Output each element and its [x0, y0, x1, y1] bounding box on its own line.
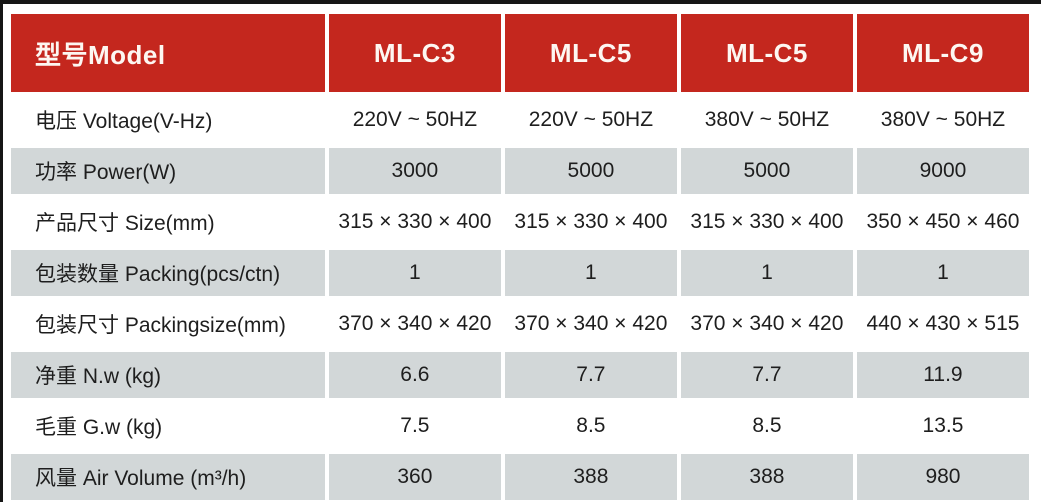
size-ml-c9: 350 × 450 × 460 — [856, 197, 1029, 247]
spec-row-size: 产品尺寸 Size(mm) 315 × 330 × 400 315 × 330 … — [11, 197, 1029, 247]
row-label-voltage: 电压 Voltage(V-Hz) — [11, 95, 325, 145]
packing-ml-c5-b: 1 — [680, 250, 853, 296]
size-ml-c5-b: 315 × 330 × 400 — [680, 197, 853, 247]
product-spec-table: 型号Model ML-C3 ML-C5 ML-C5 ML-C9 电压 Volta… — [7, 11, 1033, 502]
row-label-gross-weight: 毛重 G.w (kg) — [11, 401, 325, 451]
packing-ml-c3: 1 — [328, 250, 501, 296]
air-volume-ml-c9: 980 — [856, 454, 1029, 500]
power-ml-c5-a: 5000 — [504, 148, 677, 194]
packingsize-ml-c3: 370 × 340 × 420 — [328, 299, 501, 349]
header-model-ml-c9: ML-C9 — [856, 14, 1029, 92]
spec-row-power: 功率 Power(W) 3000 5000 5000 9000 — [11, 148, 1029, 194]
gross-weight-ml-c5-b: 8.5 — [680, 401, 853, 451]
header-model-label: 型号Model — [11, 14, 325, 92]
row-label-net-weight: 净重 N.w (kg) — [11, 352, 325, 398]
net-weight-ml-c5-a: 7.7 — [504, 352, 677, 398]
power-ml-c5-b: 5000 — [680, 148, 853, 194]
spec-row-air-volume: 风量 Air Volume (m³/h) 360 388 388 980 — [11, 454, 1029, 500]
net-weight-ml-c3: 6.6 — [328, 352, 501, 398]
row-label-size: 产品尺寸 Size(mm) — [11, 197, 325, 247]
packingsize-ml-c9: 440 × 430 × 515 — [856, 299, 1029, 349]
spec-row-packingsize: 包装尺寸 Packingsize(mm) 370 × 340 × 420 370… — [11, 299, 1029, 349]
header-model-ml-c5-a: ML-C5 — [504, 14, 677, 92]
row-label-air-volume: 风量 Air Volume (m³/h) — [11, 454, 325, 500]
header-row: 型号Model ML-C3 ML-C5 ML-C5 ML-C9 — [11, 14, 1029, 92]
air-volume-ml-c3: 360 — [328, 454, 501, 500]
air-volume-ml-c5-b: 388 — [680, 454, 853, 500]
packing-ml-c9: 1 — [856, 250, 1029, 296]
packingsize-ml-c5-a: 370 × 340 × 420 — [504, 299, 677, 349]
spec-row-voltage: 电压 Voltage(V-Hz) 220V ~ 50HZ 220V ~ 50HZ… — [11, 95, 1029, 145]
voltage-ml-c9: 380V ~ 50HZ — [856, 95, 1029, 145]
net-weight-ml-c5-b: 7.7 — [680, 352, 853, 398]
voltage-ml-c5-b: 380V ~ 50HZ — [680, 95, 853, 145]
gross-weight-ml-c9: 13.5 — [856, 401, 1029, 451]
row-label-power: 功率 Power(W) — [11, 148, 325, 194]
gross-weight-ml-c3: 7.5 — [328, 401, 501, 451]
net-weight-ml-c9: 11.9 — [856, 352, 1029, 398]
power-ml-c3: 3000 — [328, 148, 501, 194]
row-label-packing: 包装数量 Packing(pcs/ctn) — [11, 250, 325, 296]
packing-ml-c5-a: 1 — [504, 250, 677, 296]
voltage-ml-c3: 220V ~ 50HZ — [328, 95, 501, 145]
voltage-ml-c5-a: 220V ~ 50HZ — [504, 95, 677, 145]
spec-row-packing: 包装数量 Packing(pcs/ctn) 1 1 1 1 — [11, 250, 1029, 296]
power-ml-c9: 9000 — [856, 148, 1029, 194]
air-volume-ml-c5-a: 388 — [504, 454, 677, 500]
size-ml-c3: 315 × 330 × 400 — [328, 197, 501, 247]
header-model-ml-c5-b: ML-C5 — [680, 14, 853, 92]
header-model-ml-c3: ML-C3 — [328, 14, 501, 92]
spec-row-net-weight: 净重 N.w (kg) 6.6 7.7 7.7 11.9 — [11, 352, 1029, 398]
packingsize-ml-c5-b: 370 × 340 × 420 — [680, 299, 853, 349]
row-label-packingsize: 包装尺寸 Packingsize(mm) — [11, 299, 325, 349]
spec-row-gross-weight: 毛重 G.w (kg) 7.5 8.5 8.5 13.5 — [11, 401, 1029, 451]
gross-weight-ml-c5-a: 8.5 — [504, 401, 677, 451]
size-ml-c5-a: 315 × 330 × 400 — [504, 197, 677, 247]
